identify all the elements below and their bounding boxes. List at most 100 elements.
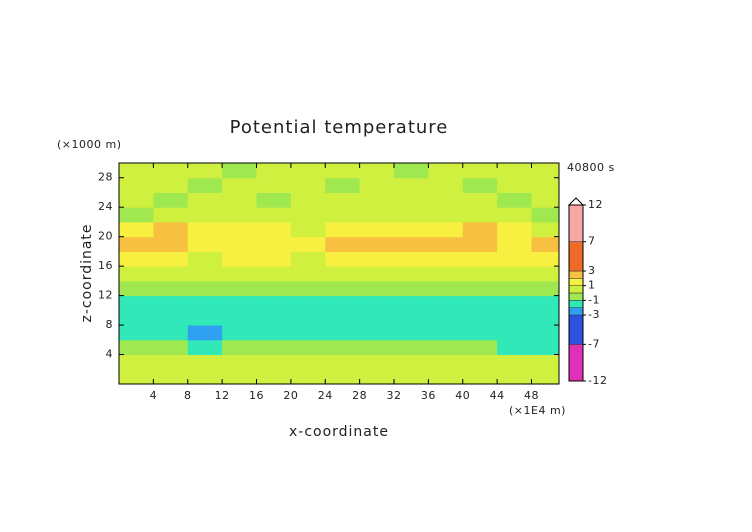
colorbar-tick-label: 1	[588, 279, 596, 292]
cell	[531, 295, 559, 311]
x-tick-label: 8	[184, 389, 192, 402]
cell	[256, 177, 292, 193]
cell	[325, 266, 361, 282]
cell	[119, 251, 154, 267]
cell	[462, 207, 498, 223]
cell	[394, 339, 429, 356]
cell	[325, 295, 361, 311]
cell	[119, 295, 154, 311]
colorbar-tick-label: -1	[588, 293, 600, 306]
cell	[187, 177, 223, 193]
cell	[187, 221, 223, 238]
cell	[325, 310, 361, 326]
cell	[531, 280, 559, 297]
cell	[222, 192, 257, 208]
y-tick-label: 8	[106, 318, 114, 331]
cell	[531, 177, 559, 193]
cell	[325, 207, 361, 223]
cell	[428, 266, 464, 282]
cell	[531, 163, 559, 179]
cell	[187, 310, 223, 326]
cell	[359, 251, 395, 267]
cell	[462, 236, 498, 252]
cell	[153, 207, 189, 223]
cell	[359, 163, 395, 179]
colorbar-segment	[568, 285, 584, 294]
cell	[256, 339, 292, 356]
cell	[462, 163, 498, 179]
cell	[222, 280, 257, 297]
cell	[428, 339, 464, 356]
cell	[497, 339, 532, 356]
cell	[462, 310, 498, 326]
x-tick-label: 16	[249, 389, 264, 402]
colorbar-segment	[568, 344, 584, 382]
cell	[187, 295, 223, 311]
cell	[187, 236, 223, 252]
cell	[222, 177, 257, 193]
colorbar-segment	[568, 314, 584, 345]
y-unit: (×1000 m)	[57, 138, 122, 151]
cell	[222, 354, 257, 370]
cell	[187, 280, 223, 297]
cell	[359, 339, 395, 356]
time-label: 40800 s	[567, 161, 615, 174]
cell	[428, 207, 464, 223]
cell	[187, 325, 223, 341]
cell	[359, 295, 395, 311]
cell	[428, 192, 464, 208]
cell	[187, 369, 223, 384]
cell	[187, 354, 223, 370]
cell	[119, 354, 154, 370]
cell	[359, 207, 395, 223]
cell	[462, 251, 498, 267]
cell	[394, 310, 429, 326]
cell	[394, 354, 429, 370]
cell	[428, 221, 464, 238]
cell	[325, 369, 361, 384]
cell	[187, 163, 223, 179]
cell	[531, 251, 559, 267]
cell	[497, 295, 532, 311]
cell	[256, 325, 292, 341]
cell	[153, 236, 189, 252]
x-tick-label: 36	[421, 389, 436, 402]
cell	[497, 236, 532, 252]
cell	[153, 354, 189, 370]
cell	[119, 266, 154, 282]
cell	[256, 310, 292, 326]
cell	[119, 339, 154, 356]
y-tick-label: 4	[106, 348, 114, 361]
cell	[394, 369, 429, 384]
cell	[325, 339, 361, 356]
cell	[119, 280, 154, 297]
cell	[290, 207, 326, 223]
cell	[290, 339, 326, 356]
cell	[497, 221, 532, 238]
cell	[256, 354, 292, 370]
cell	[531, 339, 559, 356]
cell	[153, 266, 189, 282]
cell	[359, 354, 395, 370]
colorbar-segment	[568, 204, 584, 242]
cell	[153, 369, 189, 384]
cell	[531, 207, 559, 223]
cell	[359, 177, 395, 193]
colorbar-tick-label: 7	[588, 235, 596, 248]
cell	[153, 339, 189, 356]
colorbar-tick-label: 3	[588, 264, 596, 277]
cell	[290, 192, 326, 208]
plot-frame	[118, 162, 560, 385]
cell	[325, 251, 361, 267]
x-tick-label: 12	[215, 389, 230, 402]
x-tick-label: 40	[455, 389, 470, 402]
cell	[428, 163, 464, 179]
cell	[325, 280, 361, 297]
cell	[359, 310, 395, 326]
cell	[222, 266, 257, 282]
cell	[462, 354, 498, 370]
cell	[256, 192, 292, 208]
cell	[462, 280, 498, 297]
colorbar-tick-label: -7	[588, 337, 600, 350]
